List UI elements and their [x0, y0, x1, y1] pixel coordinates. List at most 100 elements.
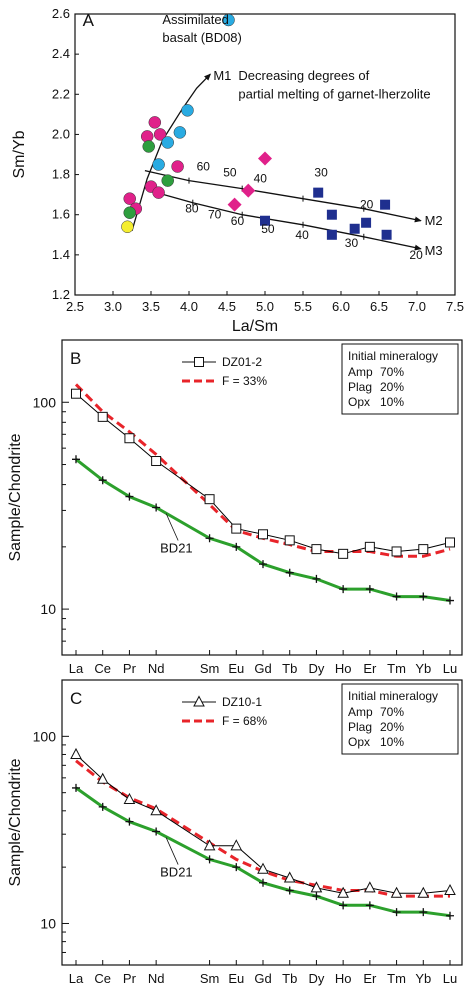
y-tick-label: 2.0 [52, 126, 70, 141]
melting-degree-label: 20 [360, 198, 374, 212]
x-tick-label: 7.0 [408, 299, 426, 314]
data-point-circle [123, 192, 136, 205]
legend-label-sample: DZ10-1 [222, 695, 262, 709]
data-point-square [364, 541, 375, 552]
data-point-triangle [70, 747, 82, 759]
data-point-square [311, 544, 322, 555]
x-tick-label: Ho [335, 661, 352, 676]
data-point-plus [259, 878, 267, 887]
data-point-plus [125, 492, 134, 501]
data-point-triangle [390, 886, 403, 898]
x-tick-label: 3.5 [142, 299, 160, 314]
data-point-square [71, 388, 81, 399]
data-point-square [418, 544, 429, 555]
x-tick-label: Tb [282, 971, 297, 986]
data-point-plus [232, 863, 241, 872]
data-point-plus [98, 802, 107, 811]
x-tick-label: Er [363, 661, 377, 676]
bd21-leader-line [165, 837, 179, 865]
data-point-plus [446, 596, 454, 605]
data-point-plus [285, 568, 294, 577]
panel-c-ree-pattern: 10 100 Sample/Chondrite La Ce Pr Nd Sm Eu Gd Tb Dy H… [7, 679, 463, 986]
data-point-plus [72, 783, 80, 792]
model-curve-m2 [144, 169, 422, 223]
data-point-circle [142, 140, 155, 153]
x-tick-label: Sm [200, 971, 220, 986]
x-tick-label: La [69, 661, 84, 676]
data-point-square [326, 209, 337, 220]
data-point-square [381, 229, 392, 240]
mineral-name: Opx [348, 395, 370, 409]
data-point-square [338, 548, 349, 559]
data-point-circle [148, 116, 162, 129]
data-point-plus [339, 585, 348, 594]
y-tick-label: 2.4 [52, 46, 70, 61]
x-tick-label: Dy [308, 971, 324, 986]
annotation-text: basalt (BD08) [162, 30, 241, 45]
data-point-plus [205, 855, 214, 864]
y-tick-label: 100 [33, 394, 57, 410]
legend-marker-square [194, 357, 204, 367]
x-tick-label: Sm [200, 661, 220, 676]
panel-b-ree-pattern: 10 100 Sample/Chondrite La Ce Pr Nd Sm Eu Gd Tb Dy H… [7, 339, 463, 676]
data-point-triangle [96, 772, 109, 784]
melting-degree-label: 50 [223, 166, 237, 180]
series-line-model [75, 759, 450, 898]
panel-a-scatter: 2.5 3.0 3.5 4.0 4.5 5.0 5.5 6.0 6.5 7.0 7.5 1.2 1.4 1… [11, 6, 464, 335]
data-point-plus [152, 827, 161, 836]
legend-label-model: F = 68% [222, 714, 267, 728]
mineral-percent: 20% [380, 720, 404, 734]
data-point-triangle [257, 862, 269, 874]
melting-degree-label: 40 [254, 172, 268, 186]
y-tick-label: 10 [40, 915, 56, 931]
y-axis-label: Sm/Yb [11, 130, 28, 178]
data-point-diamond [241, 183, 256, 198]
panel-letter: A [83, 11, 95, 30]
data-point-square [326, 229, 337, 240]
x-tick-label: Yb [415, 661, 431, 676]
melting-degree-label: 30 [314, 166, 328, 180]
data-point-triangle [230, 839, 243, 851]
y-tick-label: 1.8 [52, 167, 70, 182]
x-tick-label: 6.5 [370, 299, 388, 314]
data-point-square [151, 456, 162, 467]
data-point-plus [205, 534, 214, 543]
x-tick-label: Ce [94, 661, 111, 676]
x-tick-label: La [69, 971, 84, 986]
data-point-plus [312, 892, 321, 901]
x-tick-label: Gd [254, 661, 271, 676]
bd21-leader-line [165, 513, 179, 541]
panel-letter: C [70, 689, 82, 708]
data-point-diamond [258, 151, 272, 166]
melting-degree-label: 60 [231, 214, 245, 228]
plot-frame [61, 679, 463, 966]
x-tick-label: 5.0 [256, 299, 274, 314]
data-point-circle [152, 158, 165, 171]
annotation-text: Decreasing degrees of [238, 68, 369, 83]
annotation-text: M1 [213, 68, 231, 83]
data-point-circle [171, 160, 184, 173]
data-point-circle [161, 174, 174, 187]
data-point-circle [222, 13, 235, 27]
melting-degree-label: 70 [208, 208, 222, 222]
data-point-square [284, 535, 295, 546]
y-tick-label: 10 [40, 601, 56, 617]
data-point-plus [312, 574, 321, 583]
mineral-percent: 10% [380, 735, 404, 749]
y-tick-label: 2.6 [52, 6, 70, 21]
data-point-circle [152, 186, 165, 199]
data-point-square [231, 523, 242, 534]
data-point-plus [259, 560, 267, 569]
data-point-square [349, 223, 360, 234]
data-point-diamond [227, 197, 242, 212]
mineral-name: Opx [348, 735, 370, 749]
x-tick-label: Ce [94, 971, 111, 986]
legend-label-model: F = 33% [222, 374, 267, 388]
x-tick-label: Eu [228, 971, 244, 986]
legend-label-sample: DZ01-2 [222, 355, 262, 369]
data-point-triangle [283, 871, 296, 883]
panel-letter: B [70, 349, 81, 368]
bd21-label: BD21 [160, 540, 193, 555]
mineral-percent: 70% [380, 705, 404, 719]
